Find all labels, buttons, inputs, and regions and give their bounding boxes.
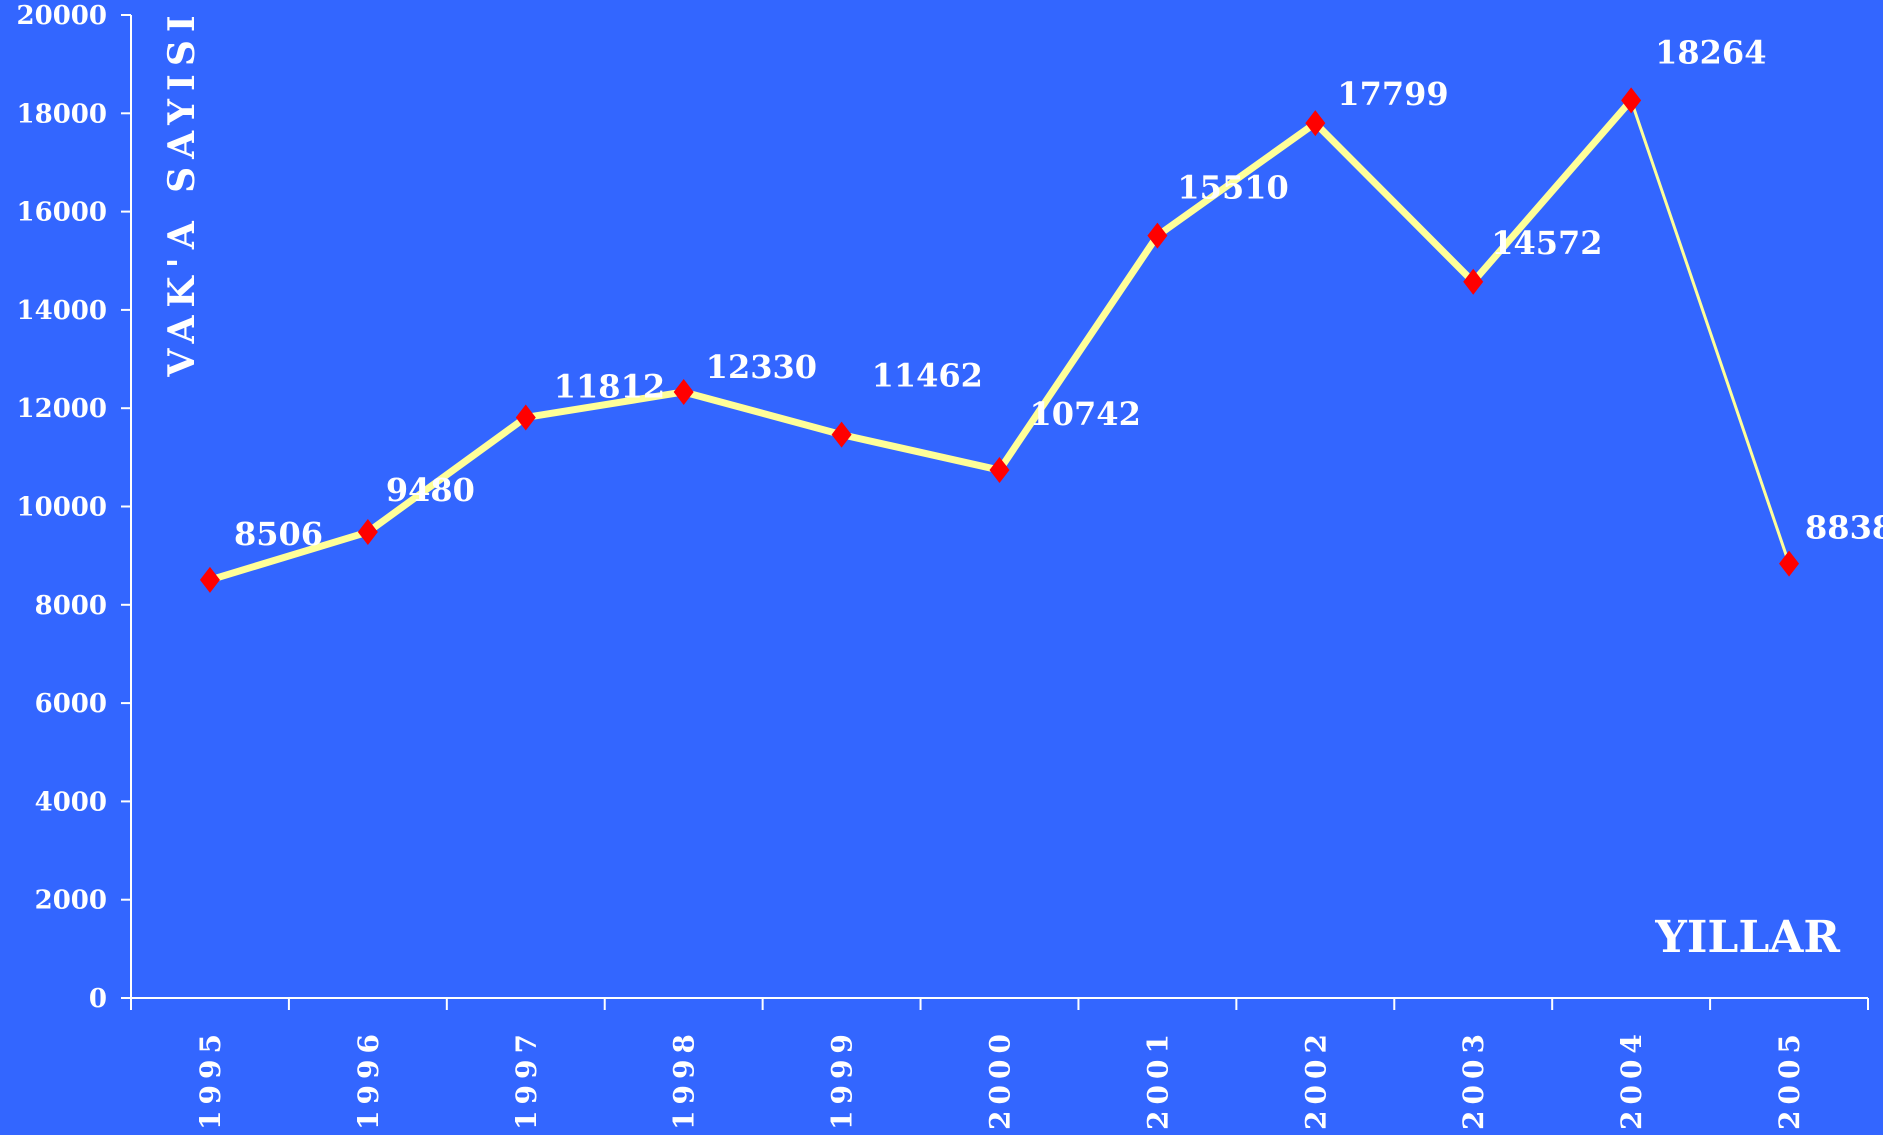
- data-label-2003: 14572: [1491, 224, 1602, 262]
- x-tick-label: 2005: [1773, 1028, 1806, 1130]
- data-point-2003: [1463, 268, 1484, 295]
- x-tick-label: 2004: [1615, 1028, 1648, 1130]
- y-tick-label: 4000: [35, 787, 107, 817]
- data-label-2002: 17799: [1337, 75, 1448, 113]
- x-axis-title: YILLAR: [1654, 912, 1840, 963]
- series-segment: [838, 431, 1003, 474]
- data-points: [199, 87, 1800, 593]
- data-point-1997: [515, 404, 536, 431]
- data-label-1997: 11812: [554, 367, 665, 405]
- series-segment: [1311, 119, 1477, 286]
- data-point-2000: [989, 457, 1010, 484]
- y-tick-label: 2000: [35, 886, 107, 916]
- data-point-1995: [199, 566, 220, 593]
- series-segment: [1629, 98, 1791, 566]
- data-point-1996: [357, 519, 378, 546]
- y-tick-label: 10000: [17, 493, 107, 523]
- data-labels: 8506 9480 11812 12330 11462 10742 15510 17799 14…: [234, 33, 1883, 553]
- series-segment: [680, 388, 846, 439]
- data-point-1998: [673, 378, 694, 405]
- series-segment: [364, 413, 530, 536]
- x-tick-label: 2000: [984, 1028, 1017, 1130]
- y-tick-label: 18000: [17, 99, 107, 129]
- data-label-2000: 10742: [1030, 395, 1141, 433]
- x-tick-label: 1997: [510, 1028, 543, 1130]
- series-segment: [522, 388, 688, 421]
- x-tick-label: 1995: [194, 1028, 227, 1130]
- y-tick-label: 0: [89, 984, 107, 1014]
- data-label-2001: 15510: [1177, 169, 1288, 207]
- y-tick-label: 8000: [35, 591, 107, 621]
- x-tick-label: 1998: [668, 1028, 701, 1130]
- data-point-2002: [1305, 110, 1326, 137]
- data-label-1996: 9480: [386, 471, 475, 509]
- series-line: [206, 96, 1791, 584]
- series-segment: [206, 528, 372, 584]
- x-tick-label: 2001: [1141, 1028, 1174, 1130]
- y-tick-label: 20000: [17, 1, 107, 31]
- x-tick-label: 2002: [1299, 1028, 1332, 1130]
- y-tick-label: 6000: [35, 689, 107, 719]
- x-axis-ticks: 1995 1996 1997 1998 1999 2000 2001 2002 2003 2004…: [130, 998, 1869, 1130]
- y-axis-ticks: 0 2000 4000 6000 8000 10000 12000 14000 16000 180…: [17, 1, 131, 1014]
- data-label-1998: 12330: [706, 348, 817, 386]
- series-segment: [1153, 119, 1319, 240]
- x-tick-label: 2003: [1457, 1028, 1490, 1130]
- data-label-2004: 18264: [1655, 33, 1766, 71]
- data-label-1999: 11462: [872, 357, 983, 395]
- y-axis-title: VAK'A SAYISI: [161, 7, 203, 377]
- data-point-2005: [1779, 550, 1800, 577]
- x-tick-label: 1999: [826, 1028, 859, 1130]
- y-tick-label: 12000: [17, 394, 107, 424]
- x-tick-label: 1996: [352, 1028, 385, 1130]
- y-tick-label: 16000: [17, 198, 107, 228]
- data-point-1999: [831, 421, 852, 448]
- data-point-2004: [1621, 87, 1642, 114]
- data-label-2005: 8838: [1805, 509, 1883, 547]
- series-segment: [996, 232, 1161, 474]
- series-segment: [1469, 96, 1635, 286]
- data-point-2001: [1147, 222, 1168, 249]
- y-tick-label: 14000: [17, 296, 107, 326]
- data-label-1995: 8506: [234, 515, 323, 553]
